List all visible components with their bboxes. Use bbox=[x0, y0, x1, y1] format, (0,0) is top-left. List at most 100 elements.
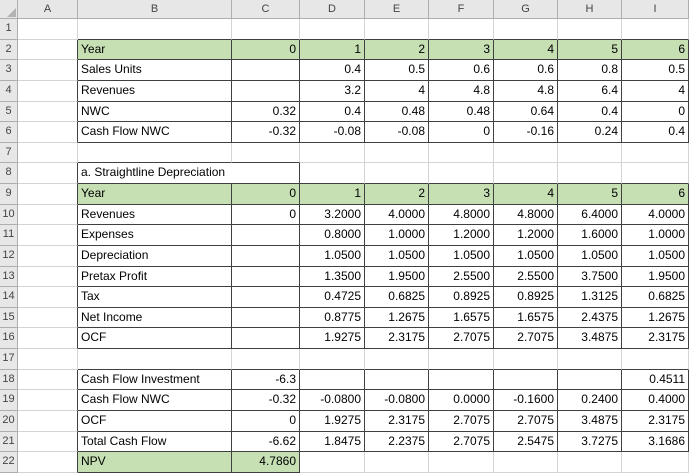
cell-I1[interactable] bbox=[622, 19, 689, 40]
cell-B18[interactable]: Cash Flow Investment bbox=[78, 369, 232, 391]
cell-B13[interactable]: Pretax Profit bbox=[78, 266, 232, 288]
cell-A12[interactable] bbox=[18, 245, 78, 267]
cell-A21[interactable] bbox=[18, 431, 78, 453]
cell-E21[interactable]: 2.2375 bbox=[365, 431, 429, 453]
cell-F13[interactable]: 2.5500 bbox=[429, 266, 494, 288]
select-all-button[interactable] bbox=[0, 0, 18, 19]
cell-E7[interactable] bbox=[365, 142, 429, 164]
cell-D12[interactable]: 1.0500 bbox=[300, 245, 365, 267]
cell-F4[interactable]: 4.8 bbox=[429, 80, 494, 102]
cell-D16[interactable]: 1.9275 bbox=[300, 328, 365, 349]
cell-D15[interactable]: 0.8775 bbox=[300, 307, 365, 329]
cell-H11[interactable]: 1.6000 bbox=[558, 225, 622, 246]
cell-A22[interactable] bbox=[18, 452, 78, 473]
cell-H20[interactable]: 3.4875 bbox=[558, 410, 622, 432]
cell-A6[interactable] bbox=[18, 122, 78, 143]
cell-B8[interactable]: a. Straightline Depreciation bbox=[78, 163, 300, 184]
cell-I16[interactable]: 2.3175 bbox=[622, 328, 689, 349]
cell-B16[interactable]: OCF bbox=[78, 328, 232, 349]
cell-D7[interactable] bbox=[300, 142, 365, 164]
cell-C10[interactable]: 0 bbox=[232, 204, 300, 226]
cell-H15[interactable]: 2.4375 bbox=[558, 307, 622, 329]
cell-B5[interactable]: NWC bbox=[78, 101, 232, 123]
row-header-3[interactable]: 3 bbox=[0, 60, 18, 81]
cell-A7[interactable] bbox=[18, 142, 78, 164]
cell-B20[interactable]: OCF bbox=[78, 410, 232, 432]
cell-E20[interactable]: 2.3175 bbox=[365, 410, 429, 432]
cell-C15[interactable] bbox=[232, 307, 300, 329]
column-header-G[interactable]: G bbox=[494, 0, 558, 19]
cell-H1[interactable] bbox=[558, 19, 622, 40]
cell-F17[interactable] bbox=[429, 349, 494, 370]
cell-G4[interactable]: 4.8 bbox=[494, 80, 558, 102]
cell-B4[interactable]: Revenues bbox=[78, 80, 232, 102]
cell-C5[interactable]: 0.32 bbox=[232, 101, 300, 123]
column-header-B[interactable]: B bbox=[78, 0, 232, 19]
cell-H4[interactable]: 6.4 bbox=[558, 80, 622, 102]
cell-H3[interactable]: 0.8 bbox=[558, 60, 622, 81]
cell-I11[interactable]: 1.0000 bbox=[622, 225, 689, 246]
cell-A4[interactable] bbox=[18, 80, 78, 102]
cell-E18[interactable] bbox=[365, 369, 429, 391]
cell-E22[interactable] bbox=[365, 452, 429, 473]
cell-F8[interactable] bbox=[429, 163, 494, 184]
cell-C12[interactable] bbox=[232, 245, 300, 267]
cell-G8[interactable] bbox=[494, 163, 558, 184]
cell-I12[interactable]: 1.0500 bbox=[622, 245, 689, 267]
cell-I9[interactable]: 6 bbox=[622, 184, 689, 205]
cell-I17[interactable] bbox=[622, 349, 689, 370]
cell-F20[interactable]: 2.7075 bbox=[429, 410, 494, 432]
cell-E5[interactable]: 0.48 bbox=[365, 101, 429, 123]
cell-B2[interactable]: Year bbox=[78, 39, 232, 61]
cell-B12[interactable]: Depreciation bbox=[78, 245, 232, 267]
cell-A3[interactable] bbox=[18, 60, 78, 81]
cell-F21[interactable]: 2.7075 bbox=[429, 431, 494, 453]
cell-F18[interactable] bbox=[429, 369, 494, 391]
cell-A10[interactable] bbox=[18, 204, 78, 226]
cell-D2[interactable]: 1 bbox=[300, 39, 365, 61]
cell-F10[interactable]: 4.8000 bbox=[429, 204, 494, 226]
cell-H8[interactable] bbox=[558, 163, 622, 184]
cell-D10[interactable]: 3.2000 bbox=[300, 204, 365, 226]
cell-F19[interactable]: 0.0000 bbox=[429, 390, 494, 411]
cell-C14[interactable] bbox=[232, 287, 300, 308]
cell-C16[interactable] bbox=[232, 328, 300, 349]
row-header-2[interactable]: 2 bbox=[0, 39, 18, 61]
cell-G17[interactable] bbox=[494, 349, 558, 370]
cell-I2[interactable]: 6 bbox=[622, 39, 689, 61]
cell-F2[interactable]: 3 bbox=[429, 39, 494, 61]
cell-G21[interactable]: 2.5475 bbox=[494, 431, 558, 453]
cell-G1[interactable] bbox=[494, 19, 558, 40]
cell-G16[interactable]: 2.7075 bbox=[494, 328, 558, 349]
cell-B21[interactable]: Total Cash Flow bbox=[78, 431, 232, 453]
cell-H16[interactable]: 3.4875 bbox=[558, 328, 622, 349]
column-header-F[interactable]: F bbox=[429, 0, 494, 19]
row-header-20[interactable]: 20 bbox=[0, 410, 18, 432]
cell-E19[interactable]: -0.0800 bbox=[365, 390, 429, 411]
cell-G11[interactable]: 1.2000 bbox=[494, 225, 558, 246]
cell-H17[interactable] bbox=[558, 349, 622, 370]
cell-A20[interactable] bbox=[18, 410, 78, 432]
cell-D18[interactable] bbox=[300, 369, 365, 391]
cell-G3[interactable]: 0.6 bbox=[494, 60, 558, 81]
cell-F1[interactable] bbox=[429, 19, 494, 40]
cell-B1[interactable] bbox=[78, 19, 232, 40]
cell-H12[interactable]: 1.0500 bbox=[558, 245, 622, 267]
cell-E16[interactable]: 2.3175 bbox=[365, 328, 429, 349]
cell-F22[interactable] bbox=[429, 452, 494, 473]
cell-I20[interactable]: 2.3175 bbox=[622, 410, 689, 432]
cell-E17[interactable] bbox=[365, 349, 429, 370]
cell-G9[interactable]: 4 bbox=[494, 184, 558, 205]
cell-A2[interactable] bbox=[18, 39, 78, 61]
cell-H10[interactable]: 6.4000 bbox=[558, 204, 622, 226]
cell-A15[interactable] bbox=[18, 307, 78, 329]
cell-H21[interactable]: 3.7275 bbox=[558, 431, 622, 453]
cell-A8[interactable] bbox=[18, 163, 78, 184]
cell-E15[interactable]: 1.2675 bbox=[365, 307, 429, 329]
cell-F16[interactable]: 2.7075 bbox=[429, 328, 494, 349]
column-header-C[interactable]: C bbox=[232, 0, 300, 19]
row-header-10[interactable]: 10 bbox=[0, 204, 18, 226]
cell-D1[interactable] bbox=[300, 19, 365, 40]
cell-I5[interactable]: 0 bbox=[622, 101, 689, 123]
row-header-5[interactable]: 5 bbox=[0, 101, 18, 123]
